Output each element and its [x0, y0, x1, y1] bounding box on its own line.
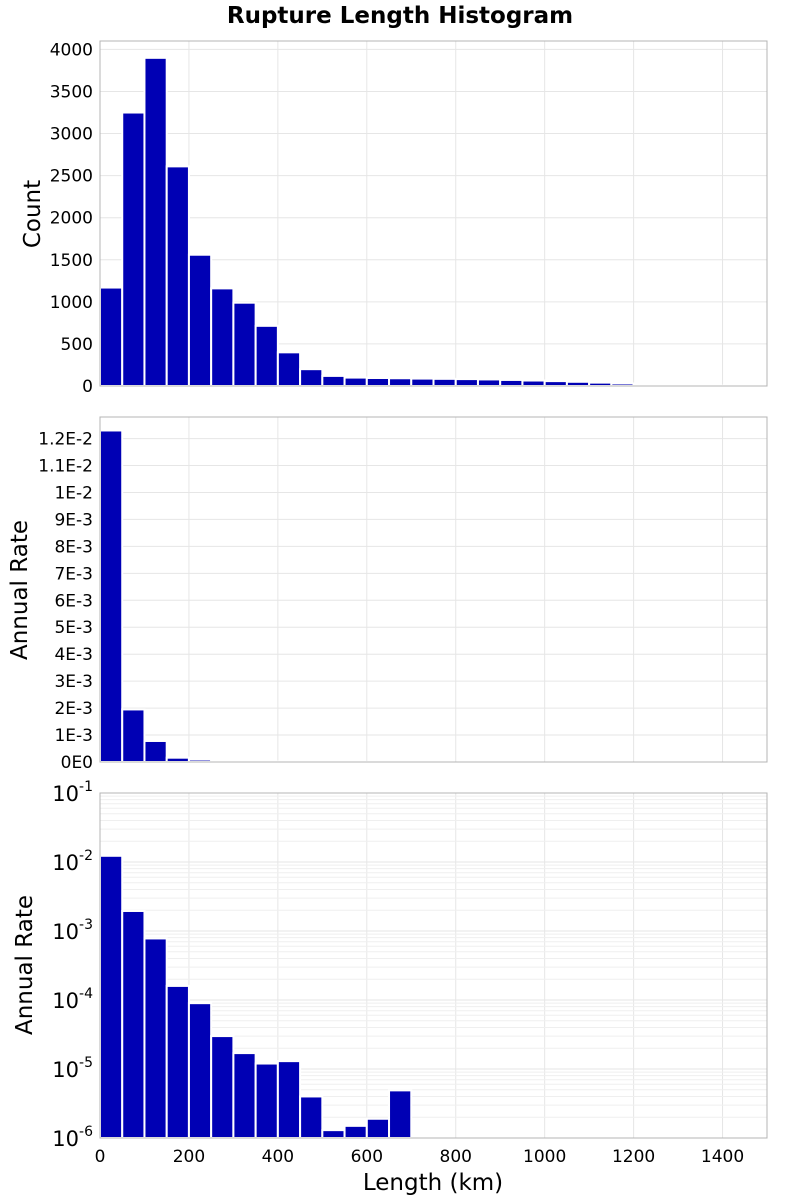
histogram-bar — [388, 377, 413, 388]
histogram-bar — [165, 165, 190, 387]
y-tick-label: 4000 — [50, 40, 93, 60]
y-tick-label: 3500 — [50, 82, 93, 102]
histogram-bar — [143, 739, 168, 763]
histogram-bar — [276, 351, 302, 387]
histogram-bar — [210, 1035, 235, 1139]
histogram-bar — [165, 756, 190, 763]
histogram-bar — [299, 368, 324, 388]
histogram-bar — [276, 1060, 302, 1140]
y-tick-label: 0 — [82, 377, 93, 397]
y-tick-label: 10-2 — [52, 848, 93, 875]
y-tick-label: 10-6 — [52, 1124, 93, 1151]
histogram-bar — [321, 1129, 346, 1140]
y-tick-label: 7E-3 — [54, 564, 93, 584]
histogram-bar — [543, 380, 568, 387]
count-axis-label: Count — [20, 180, 46, 248]
y-tick-label: 6E-3 — [54, 591, 93, 611]
histogram-bar — [232, 301, 257, 388]
histogram-bar — [565, 380, 591, 388]
histogram-bar — [476, 378, 502, 387]
histogram-bar — [121, 909, 146, 1139]
y-tick-label: 1E-3 — [54, 726, 93, 746]
chart-title: Rupture Length Histogram — [227, 3, 573, 29]
histogram-bar — [187, 253, 213, 387]
x-tick-label: 1200 — [612, 1147, 655, 1167]
y-tick-label: 1E-2 — [54, 483, 93, 503]
count-panel-frame — [99, 40, 768, 387]
annual-rate-log-panel: 10-6 10-5 10-4 10-3 10-2 10-1 0 200 400 600 800 10… — [12, 779, 768, 1196]
histogram-bar — [187, 1002, 213, 1140]
x-tick-label: 200 — [173, 1147, 205, 1167]
y-tick-label: 2000 — [50, 209, 93, 229]
histogram-bar — [99, 429, 124, 763]
histogram-bar — [499, 378, 524, 388]
y-tick-label: 4E-3 — [54, 645, 93, 665]
y-tick-label: 3000 — [50, 125, 93, 145]
histogram-bar — [343, 376, 368, 387]
y-tick-label: 0E0 — [61, 753, 93, 773]
histogram-bar — [165, 984, 190, 1139]
annual-rate-linear-axis-label: Annual Rate — [7, 520, 33, 660]
histogram-bar — [299, 1095, 324, 1140]
y-tick-label: 5E-3 — [54, 618, 93, 638]
y-tick-label: 9E-3 — [54, 510, 93, 530]
y-tick-label: 10-4 — [52, 986, 93, 1013]
histogram-bar — [254, 324, 279, 387]
y-tick-label: 2E-3 — [54, 699, 93, 719]
histogram-bar — [121, 111, 146, 388]
x-tick-label: 1000 — [523, 1147, 566, 1167]
histogram-bar — [232, 1052, 257, 1139]
x-tick-label: 600 — [351, 1147, 383, 1167]
histogram-bar — [454, 378, 479, 388]
histogram-bar — [143, 937, 168, 1140]
y-tick-label: 10-3 — [52, 917, 93, 944]
y-tick-label: 2500 — [50, 167, 93, 187]
histogram-bar — [143, 56, 168, 388]
x-tick-label: 0 — [95, 1147, 106, 1167]
histogram-bar — [99, 854, 124, 1140]
histogram-bar — [432, 377, 457, 388]
y-tick-label: 10-1 — [52, 779, 93, 806]
histogram-bar — [343, 1124, 368, 1140]
y-tick-label: 10-5 — [52, 1055, 93, 1082]
y-tick-label: 1.2E-2 — [38, 430, 93, 450]
count-panel: 0 500 1000 1500 2000 2500 3000 3500 4000 Count — [20, 40, 768, 397]
y-tick-label: 1000 — [50, 293, 93, 313]
annual-rate-linear-panel-frame — [99, 416, 768, 763]
histogram-bar — [254, 1062, 279, 1140]
x-tick-label: 1400 — [701, 1147, 744, 1167]
annual-rate-log-panel-frame — [99, 792, 768, 1139]
histogram-bar — [321, 374, 346, 387]
histogram-bar — [521, 379, 546, 387]
histogram-bar — [99, 286, 124, 387]
histogram-bar — [365, 377, 391, 388]
x-tick-label: 800 — [440, 1147, 472, 1167]
x-tick-label: 400 — [262, 1147, 294, 1167]
y-tick-label: 1500 — [50, 251, 93, 271]
y-tick-label: 1.1E-2 — [38, 457, 93, 477]
annual-rate-linear-panel: 0E0 1E-3 2E-3 3E-3 4E-3 5E-3 6E-3 7E-3 8E-3 9E-3 1… — [7, 416, 768, 773]
histogram-bar — [365, 1117, 391, 1139]
y-tick-label: 3E-3 — [54, 672, 93, 692]
y-tick-label: 8E-3 — [54, 537, 93, 557]
length-axis-label: Length (km) — [363, 1170, 503, 1196]
histogram-bar — [121, 708, 146, 763]
histogram-bar — [388, 1089, 413, 1139]
y-tick-label: 500 — [61, 335, 93, 355]
histogram-bar — [410, 377, 435, 388]
histogram-bar — [588, 381, 613, 388]
annual-rate-log-axis-label: Annual Rate — [12, 895, 38, 1035]
histogram-bar — [210, 287, 235, 388]
